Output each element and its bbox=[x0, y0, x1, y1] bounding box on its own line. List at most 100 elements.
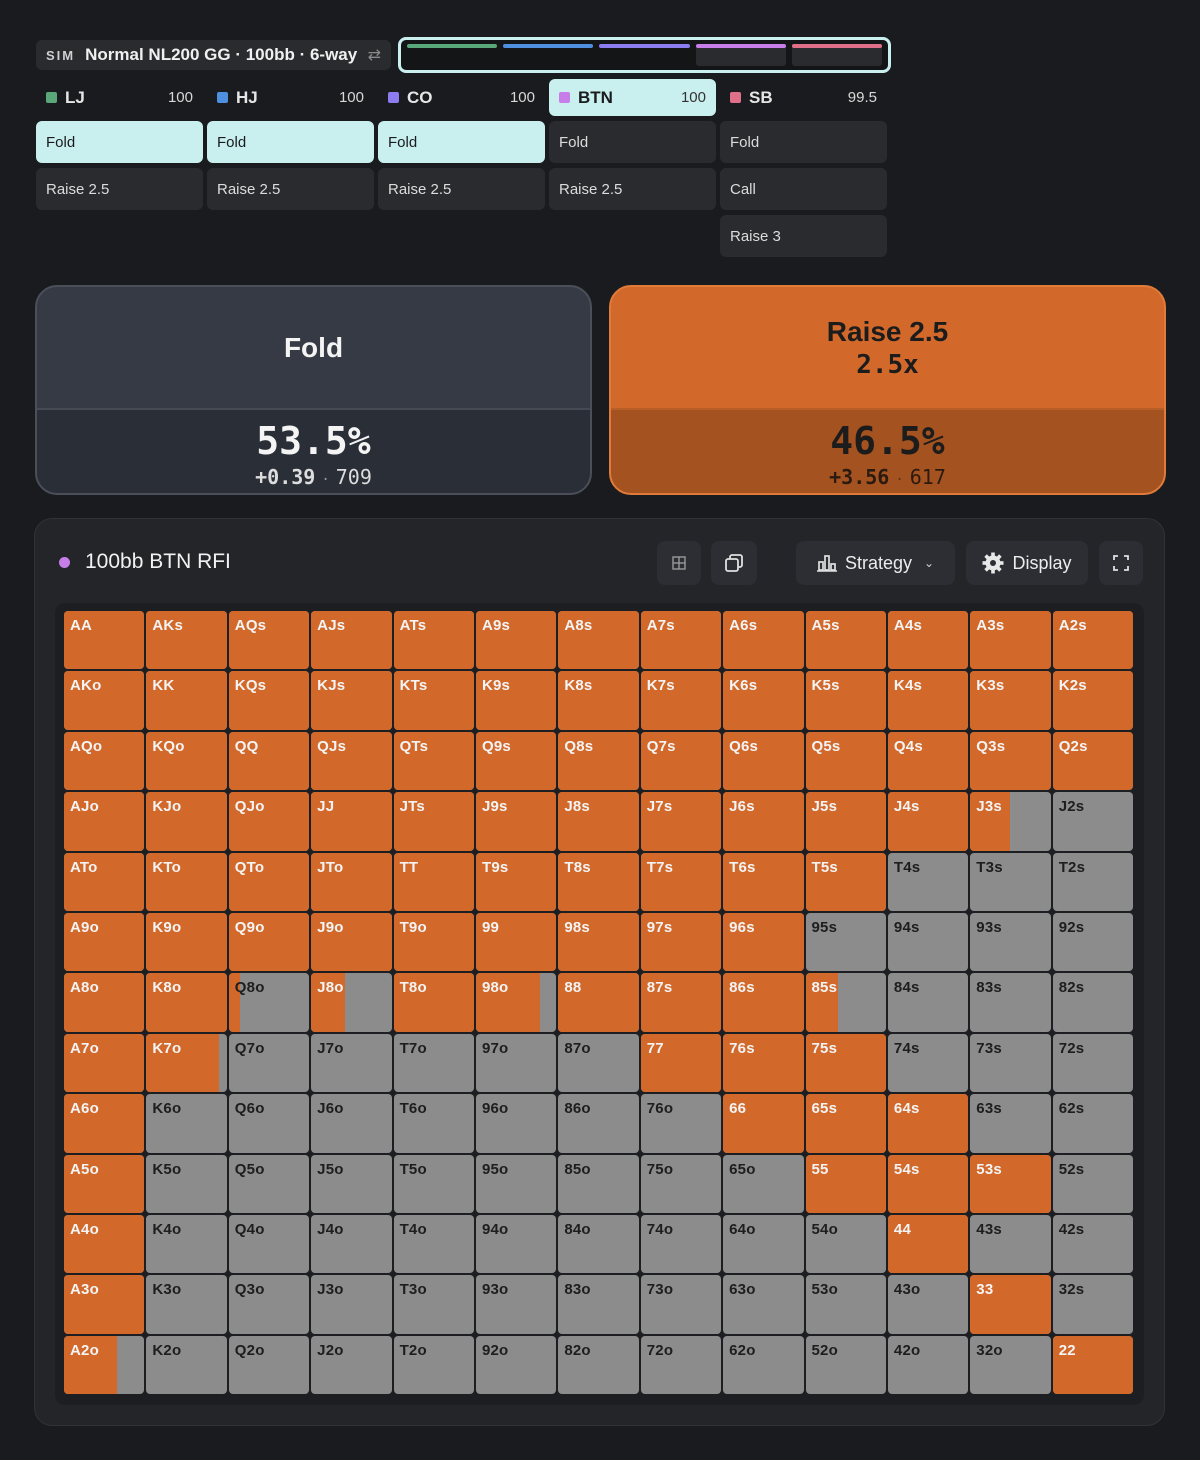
hand-cell-j4o[interactable]: J4o bbox=[311, 1214, 392, 1274]
hand-cell-j7o[interactable]: J7o bbox=[311, 1033, 392, 1093]
hand-cell-a3s[interactable]: A3s bbox=[970, 611, 1051, 670]
hand-cell-94o[interactable]: 94o bbox=[475, 1214, 557, 1274]
hand-cell-k7o[interactable]: K7o bbox=[146, 1033, 227, 1093]
hand-cell-a4o[interactable]: A4o bbox=[64, 1214, 145, 1274]
action-history-bar[interactable] bbox=[398, 37, 891, 73]
hand-cell-aqs[interactable]: AQs bbox=[228, 611, 310, 670]
hand-cell-t7s[interactable]: T7s bbox=[640, 852, 722, 911]
hand-cell-k4o[interactable]: K4o bbox=[146, 1214, 227, 1274]
hand-cell-75s[interactable]: 75s bbox=[805, 1033, 886, 1093]
hand-cell-jj[interactable]: JJ bbox=[311, 792, 392, 851]
position-header-sb[interactable]: SB 99.5 bbox=[720, 79, 887, 116]
hand-cell-k3o[interactable]: K3o bbox=[146, 1275, 227, 1334]
display-button[interactable]: Display bbox=[966, 541, 1088, 585]
hand-cell-64s[interactable]: 64s bbox=[887, 1094, 969, 1153]
hand-cell-k2o[interactable]: K2o bbox=[146, 1335, 227, 1395]
hand-cell-q7s[interactable]: Q7s bbox=[640, 731, 722, 791]
hand-cell-53o[interactable]: 53o bbox=[805, 1275, 886, 1334]
hand-cell-q2o[interactable]: Q2o bbox=[228, 1335, 310, 1395]
grid-view-button[interactable] bbox=[657, 541, 701, 585]
hand-cell-k5o[interactable]: K5o bbox=[146, 1154, 227, 1213]
hand-cell-aks[interactable]: AKs bbox=[146, 611, 227, 670]
hand-cell-a8s[interactable]: A8s bbox=[558, 611, 639, 670]
hand-cell-85s[interactable]: 85s bbox=[805, 973, 886, 1032]
hand-cell-99[interactable]: 99 bbox=[475, 912, 557, 972]
fold-summary-card[interactable]: Fold 53.5% +0.39 · 709 bbox=[35, 285, 592, 495]
hand-cell-t4o[interactable]: T4o bbox=[393, 1214, 474, 1274]
hand-cell-q3s[interactable]: Q3s bbox=[970, 731, 1051, 791]
hand-cell-86o[interactable]: 86o bbox=[558, 1094, 639, 1153]
hand-cell-k6o[interactable]: K6o bbox=[146, 1094, 227, 1153]
hand-cell-t6o[interactable]: T6o bbox=[393, 1094, 474, 1153]
hand-cell-83s[interactable]: 83s bbox=[970, 973, 1051, 1032]
hand-cell-q5o[interactable]: Q5o bbox=[228, 1154, 310, 1213]
hand-cell-86s[interactable]: 86s bbox=[723, 973, 804, 1032]
hand-cell-q5s[interactable]: Q5s bbox=[805, 731, 886, 791]
hand-cell-k7s[interactable]: K7s bbox=[640, 671, 722, 730]
hand-cell-j4s[interactable]: J4s bbox=[887, 792, 969, 851]
hand-cell-k5s[interactable]: K5s bbox=[805, 671, 886, 730]
hand-cell-74o[interactable]: 74o bbox=[640, 1214, 722, 1274]
hand-cell-75o[interactable]: 75o bbox=[640, 1154, 722, 1213]
hand-cell-97s[interactable]: 97s bbox=[640, 912, 722, 972]
hand-cell-76o[interactable]: 76o bbox=[640, 1094, 722, 1153]
hand-cell-t8o[interactable]: T8o bbox=[393, 973, 474, 1032]
action-button-hj-fold[interactable]: Fold bbox=[207, 121, 374, 163]
action-button-btn-fold[interactable]: Fold bbox=[549, 121, 716, 163]
hand-cell-a2s[interactable]: A2s bbox=[1052, 611, 1134, 670]
hand-cell-k2s[interactable]: K2s bbox=[1052, 671, 1134, 730]
hand-cell-qjs[interactable]: QJs bbox=[311, 731, 392, 791]
hand-cell-a9s[interactable]: A9s bbox=[475, 611, 557, 670]
hand-cell-92s[interactable]: 92s bbox=[1052, 912, 1134, 972]
hand-cell-j7s[interactable]: J7s bbox=[640, 792, 722, 851]
hand-cell-q8s[interactable]: Q8s bbox=[558, 731, 639, 791]
hand-cell-kto[interactable]: KTo bbox=[146, 852, 227, 911]
hand-cell-k4s[interactable]: K4s bbox=[887, 671, 969, 730]
hand-cell-kjo[interactable]: KJo bbox=[146, 792, 227, 851]
hand-cell-kqs[interactable]: KQs bbox=[228, 671, 310, 730]
hand-cell-t5o[interactable]: T5o bbox=[393, 1154, 474, 1213]
hand-cell-84s[interactable]: 84s bbox=[887, 973, 969, 1032]
hand-cell-a3o[interactable]: A3o bbox=[64, 1275, 145, 1334]
hand-cell-65s[interactable]: 65s bbox=[805, 1094, 886, 1153]
hand-cell-q9s[interactable]: Q9s bbox=[475, 731, 557, 791]
hand-cell-a5s[interactable]: A5s bbox=[805, 611, 886, 670]
hand-cell-33[interactable]: 33 bbox=[970, 1275, 1051, 1334]
hand-cell-63o[interactable]: 63o bbox=[723, 1275, 804, 1334]
hand-cell-aa[interactable]: AA bbox=[64, 611, 145, 670]
hand-cell-tt[interactable]: TT bbox=[393, 852, 474, 911]
history-seg-hj[interactable] bbox=[503, 44, 594, 66]
position-header-co[interactable]: CO 100 bbox=[378, 79, 545, 116]
hand-cell-ako[interactable]: AKo bbox=[64, 671, 145, 730]
hand-cell-98s[interactable]: 98s bbox=[558, 912, 639, 972]
hand-cell-j6s[interactable]: J6s bbox=[723, 792, 804, 851]
hand-cell-t6s[interactable]: T6s bbox=[723, 852, 804, 911]
hand-cell-a7s[interactable]: A7s bbox=[640, 611, 722, 670]
hand-cell-73s[interactable]: 73s bbox=[970, 1033, 1051, 1093]
hand-cell-qq[interactable]: QQ bbox=[228, 731, 310, 791]
fullscreen-button[interactable] bbox=[1099, 541, 1143, 585]
hand-cell-a4s[interactable]: A4s bbox=[887, 611, 969, 670]
hand-cell-kk[interactable]: KK bbox=[146, 671, 227, 730]
hand-cell-62s[interactable]: 62s bbox=[1052, 1094, 1134, 1153]
hand-cell-65o[interactable]: 65o bbox=[723, 1154, 804, 1213]
hand-cell-k8s[interactable]: K8s bbox=[558, 671, 639, 730]
hand-cell-63s[interactable]: 63s bbox=[970, 1094, 1051, 1153]
hand-cell-jts[interactable]: JTs bbox=[393, 792, 474, 851]
position-header-hj[interactable]: HJ 100 bbox=[207, 79, 374, 116]
hand-cell-a5o[interactable]: A5o bbox=[64, 1154, 145, 1213]
hand-cell-22[interactable]: 22 bbox=[1052, 1335, 1134, 1395]
hand-cell-ajo[interactable]: AJo bbox=[64, 792, 145, 851]
hand-cell-98o[interactable]: 98o bbox=[475, 973, 557, 1032]
hand-cell-j6o[interactable]: J6o bbox=[311, 1094, 392, 1153]
hand-cell-t7o[interactable]: T7o bbox=[393, 1033, 474, 1093]
hand-cell-92o[interactable]: 92o bbox=[475, 1335, 557, 1395]
hand-cell-a9o[interactable]: A9o bbox=[64, 912, 145, 972]
hand-cell-kjs[interactable]: KJs bbox=[311, 671, 392, 730]
hand-cell-j8s[interactable]: J8s bbox=[558, 792, 639, 851]
hand-cell-32o[interactable]: 32o bbox=[970, 1335, 1051, 1395]
hand-cell-qto[interactable]: QTo bbox=[228, 852, 310, 911]
hand-cell-54o[interactable]: 54o bbox=[805, 1214, 886, 1274]
hand-cell-j9o[interactable]: J9o bbox=[311, 912, 392, 972]
hand-cell-93o[interactable]: 93o bbox=[475, 1275, 557, 1334]
